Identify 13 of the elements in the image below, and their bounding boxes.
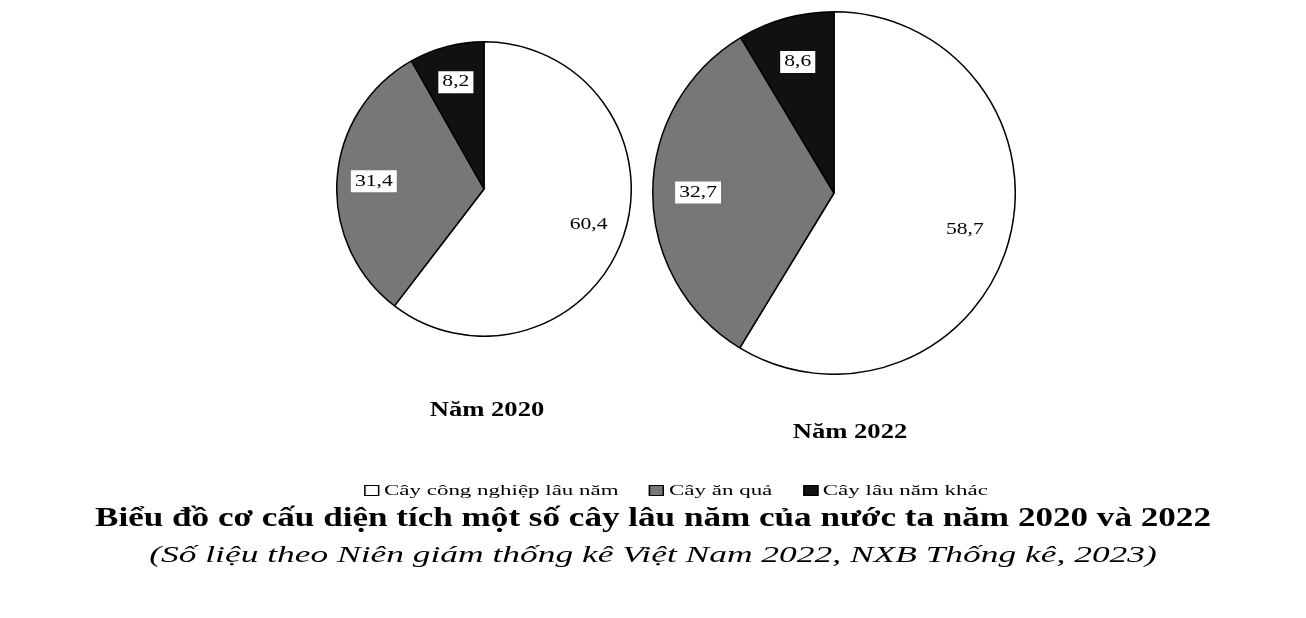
text: Biểu đồ cơ cấu diện tích một số cây lâu năm của nước ta năm 2020 và 2022 bbox=[95, 502, 1211, 533]
data-label: 31,4 bbox=[354, 171, 394, 189]
legend-label: Cây công nghiệp lâu năm bbox=[384, 482, 619, 499]
data-label: 60,4 bbox=[569, 214, 609, 233]
data-label: 8,6 bbox=[784, 51, 812, 70]
slice-label: Năm 2020 bbox=[429, 398, 545, 421]
slice-label: Năm 2022 bbox=[792, 420, 908, 443]
data-label: 58,7 bbox=[946, 219, 984, 238]
data-label: 8,2 bbox=[442, 72, 470, 90]
legend-label: Cây ăn quả bbox=[669, 482, 773, 499]
legend-label: Cây lâu năm khác bbox=[822, 482, 988, 499]
text: (Số liệu theo Niên giám thống kê Việt Nam 2022, NXB Thống kê, 2023) bbox=[149, 542, 1157, 568]
data-label: 32,7 bbox=[679, 182, 717, 201]
